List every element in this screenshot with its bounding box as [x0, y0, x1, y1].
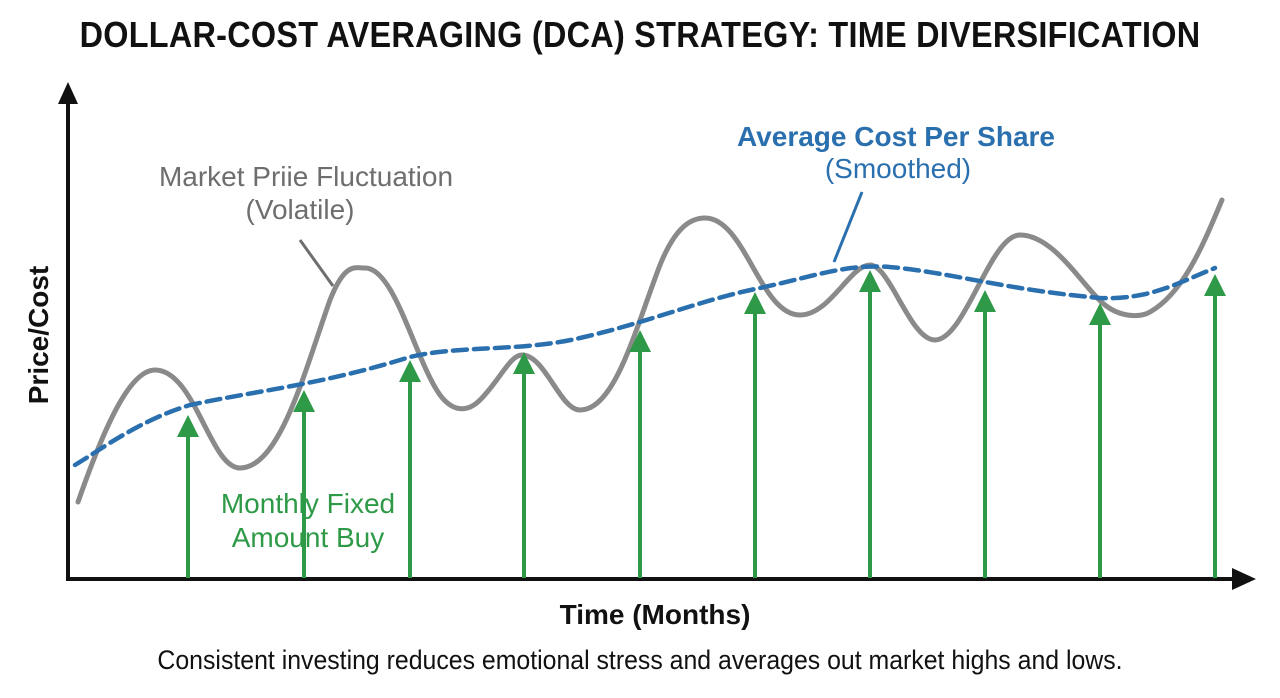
buy-arrow — [1204, 274, 1226, 578]
market-label-line2: (Volatile) — [246, 194, 355, 225]
buy-arrow — [177, 415, 199, 578]
average-cost-line — [72, 264, 1218, 468]
buy-arrow — [1089, 303, 1111, 578]
buy-arrow — [859, 270, 881, 578]
x-axis-arrow-icon — [1232, 568, 1256, 590]
market-label-line1: Market Priie Fluctuation — [159, 161, 453, 192]
buy-arrow — [629, 330, 651, 578]
buy-arrow — [513, 352, 535, 578]
up-arrow-icon — [513, 352, 535, 374]
market-label-pointer — [298, 239, 335, 287]
market-price-line — [75, 197, 1225, 505]
average-label-line2: (Smoothed) — [825, 153, 971, 184]
up-arrow-icon — [1204, 274, 1226, 296]
average-label-line1: Average Cost Per Share — [737, 121, 1055, 152]
y-axis-label: Price/Cost — [23, 266, 54, 405]
up-arrow-icon — [399, 360, 421, 382]
average-label-pointer — [832, 191, 864, 263]
up-arrow-icon — [974, 290, 996, 312]
x-axis-label: Time (Months) — [560, 599, 751, 630]
up-arrow-icon — [293, 390, 315, 412]
up-arrow-icon — [629, 330, 651, 352]
buy-arrow — [293, 390, 315, 578]
up-arrow-icon — [177, 415, 199, 437]
buy-arrow — [399, 360, 421, 578]
up-arrow-icon — [859, 270, 881, 292]
buy-label-line2: Amount Buy — [232, 522, 385, 553]
up-arrow-icon — [1089, 303, 1111, 325]
buy-label-line1: Monthly Fixed — [221, 488, 395, 519]
diagram-title: DOLLAR-COST AVERAGING (DCA) STRATEGY: TI… — [79, 14, 1201, 55]
buy-arrow — [974, 290, 996, 578]
y-axis-arrow-icon — [58, 82, 78, 104]
buy-arrows-group — [177, 270, 1226, 578]
up-arrow-icon — [744, 292, 766, 314]
diagram-caption: Consistent investing reduces emotional s… — [157, 645, 1123, 675]
buy-arrow — [744, 292, 766, 578]
